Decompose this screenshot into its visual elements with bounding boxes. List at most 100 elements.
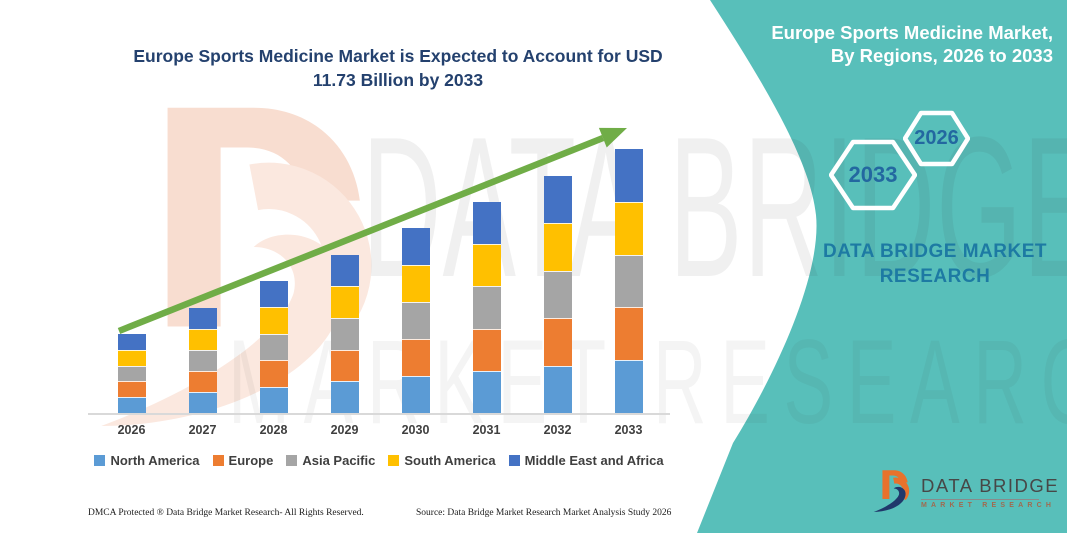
segment-europe-2027: [188, 370, 217, 392]
hexagon-2033: 2033: [829, 139, 917, 211]
legend: North America Europe Asia Pacific South Ame…: [88, 453, 670, 468]
segment-south-america-2026: [117, 349, 146, 366]
legend-swatch-europe: [212, 455, 224, 466]
segment-north-america-2027: [188, 391, 217, 413]
segment-south-america-2029: [330, 286, 359, 318]
segment-middle-east-and-africa-2026: [117, 334, 146, 350]
legend-swatch-asia-pacific: [286, 455, 298, 466]
segment-asia-pacific-2027: [188, 349, 217, 371]
segment-asia-pacific-2032: [543, 270, 572, 318]
segment-middle-east-and-africa-2033: [614, 149, 643, 202]
bar-column-2028: [238, 149, 309, 413]
segment-europe-2026: [117, 381, 146, 398]
chart-title: Europe Sports Medicine Market is Expecte…: [133, 46, 663, 91]
teal-shape: [697, 0, 1067, 533]
stacked-bar-2032: [543, 175, 572, 413]
x-tick-2027: 2027: [188, 423, 217, 437]
segment-north-america-2030: [401, 376, 430, 413]
x-tick-2032: 2032: [543, 423, 572, 437]
x-tick-2033: 2033: [614, 423, 643, 437]
segment-north-america-2029: [330, 381, 359, 413]
segment-middle-east-and-africa-2029: [330, 254, 359, 287]
logo-tagline: MARKET RESEARCH: [921, 502, 1056, 509]
x-tick-2031: 2031: [472, 423, 501, 437]
bars-row: [96, 149, 664, 413]
stacked-bar-2033: [614, 149, 643, 413]
segment-south-america-2030: [401, 265, 430, 302]
hexagon-2033-label: 2033: [848, 162, 898, 187]
bar-column-2030: [380, 149, 451, 413]
segment-europe-2028: [259, 360, 288, 387]
legend-item-middle-east-and-africa: Middle East and Africa: [508, 453, 664, 468]
hexagon-2033-outline: [829, 139, 917, 211]
segment-middle-east-and-africa-2032: [543, 175, 572, 223]
x-axis-ticks: 2026 2027 2028 2029 2030 2031 2032 2033: [96, 423, 664, 437]
segment-south-america-2028: [259, 307, 288, 334]
bar-column-2029: [309, 149, 380, 413]
segment-north-america-2026: [117, 397, 146, 413]
segment-middle-east-and-africa-2028: [259, 281, 288, 308]
stacked-bar-2029: [330, 254, 359, 413]
x-tick-2028: 2028: [259, 423, 288, 437]
panel-heading: Europe Sports Medicine Market, By Region…: [771, 22, 1053, 67]
segment-south-america-2027: [188, 328, 217, 350]
segment-middle-east-and-africa-2027: [188, 307, 217, 329]
segment-middle-east-and-africa-2030: [401, 228, 430, 265]
segment-north-america-2028: [259, 386, 288, 413]
footer-logo: DATA BRIDGE MARKET RESEARCH: [872, 468, 1059, 516]
x-tick-2026: 2026: [117, 423, 146, 437]
bar-column-2027: [167, 149, 238, 413]
dmca-text: DMCA Protected ® Data Bridge Market Rese…: [88, 508, 364, 518]
b-logo-icon: [873, 470, 910, 512]
bar-column-2026: [96, 149, 167, 413]
segment-asia-pacific-2033: [614, 254, 643, 308]
segment-north-america-2033: [614, 360, 643, 413]
stacked-bar-2027: [188, 307, 217, 413]
segment-europe-2029: [330, 349, 359, 382]
segment-asia-pacific-2028: [259, 333, 288, 361]
segment-south-america-2031: [472, 244, 501, 287]
bar-column-2032: [522, 149, 593, 413]
legend-label-north-america: North America: [110, 453, 200, 468]
legend-item-north-america: North America: [94, 453, 200, 468]
legend-label-middle-east-and-africa: Middle East and Africa: [524, 453, 664, 468]
brand-text: DATA BRIDGE MARKET RESEARCH: [823, 241, 1047, 287]
legend-item-south-america: South America: [388, 453, 496, 468]
segment-asia-pacific-2031: [472, 286, 501, 329]
hexagon-2026-label: 2026: [914, 127, 959, 149]
legend-label-asia-pacific: Asia Pacific: [302, 453, 376, 468]
legend-swatch-north-america: [94, 455, 106, 466]
x-tick-2029: 2029: [330, 423, 359, 437]
segment-asia-pacific-2030: [401, 302, 430, 339]
hexagon-2026-outline: [903, 110, 970, 167]
legend-swatch-south-america: [388, 455, 400, 466]
legend-label-south-america: South America: [404, 453, 496, 468]
segment-europe-2032: [543, 318, 572, 366]
segment-europe-2030: [401, 339, 430, 376]
segment-middle-east-and-africa-2031: [472, 202, 501, 245]
logo-name: DATA BRIDGE: [921, 475, 1060, 496]
legend-swatch-middle-east-and-africa: [508, 455, 520, 466]
bar-column-2031: [451, 149, 522, 413]
segment-europe-2033: [614, 307, 643, 361]
segment-asia-pacific-2026: [117, 365, 146, 382]
x-tick-2030: 2030: [401, 423, 430, 437]
hexagon-2026: 2026: [903, 110, 970, 167]
source-text: Source: Data Bridge Market Research Mark…: [416, 508, 672, 518]
stacked-bar-2031: [472, 202, 501, 413]
segment-north-america-2032: [543, 365, 572, 413]
footer-logo-text: DATA BRIDGE MARKET RESEARCH: [921, 475, 1059, 509]
segment-south-america-2032: [543, 223, 572, 271]
bar-column-2033: [593, 149, 664, 413]
segment-europe-2031: [472, 328, 501, 371]
stacked-bar-2030: [401, 228, 430, 413]
x-axis-line: [88, 413, 670, 415]
stacked-bar-2026: [117, 334, 146, 413]
legend-item-europe: Europe: [212, 453, 274, 468]
legend-label-europe: Europe: [228, 453, 274, 468]
logo-divider: [921, 499, 1039, 500]
segment-asia-pacific-2029: [330, 317, 359, 350]
segment-north-america-2031: [472, 370, 501, 413]
